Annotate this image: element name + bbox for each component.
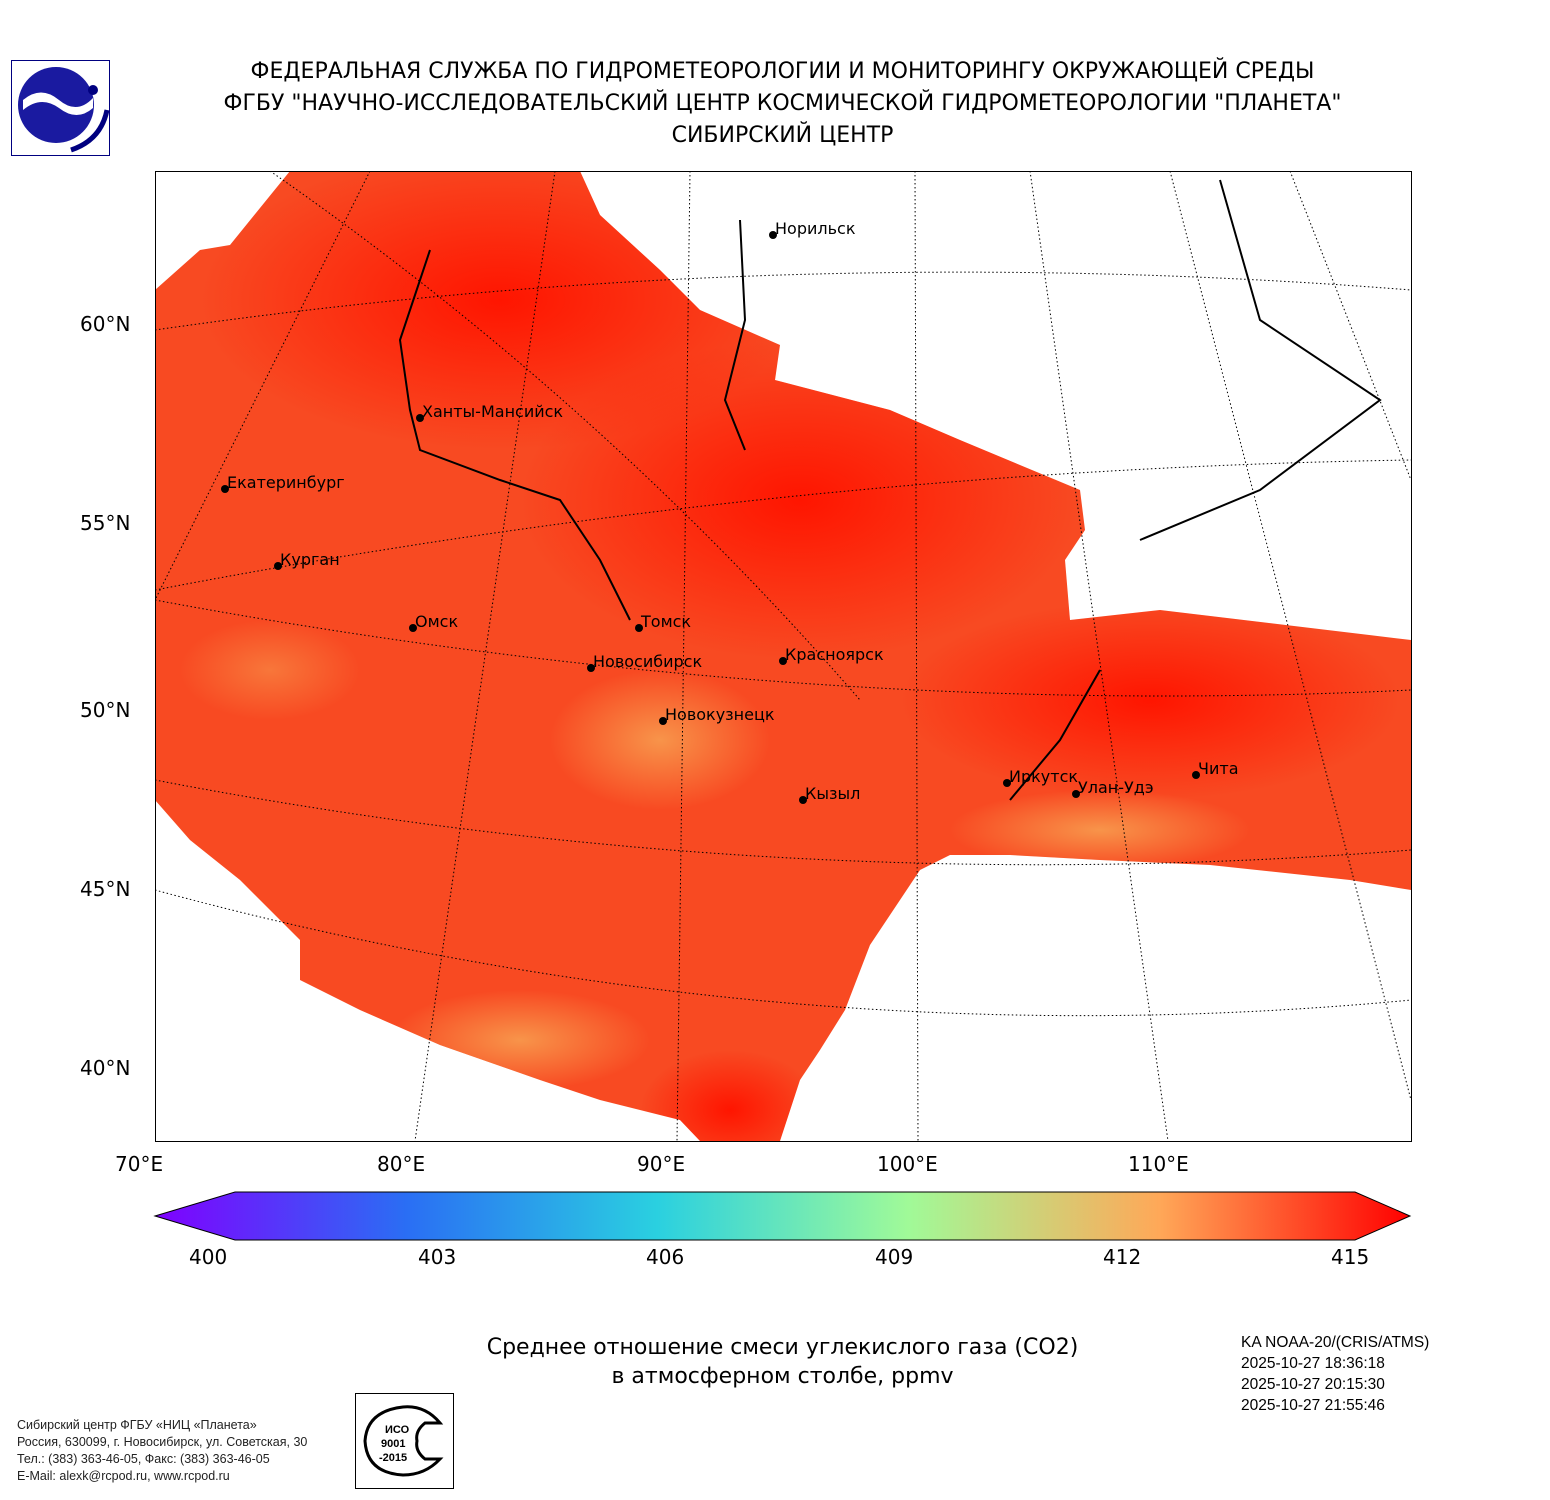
header-line-3: СИБИРСКИЙ ЦЕНТР (671, 123, 894, 148)
header-line-2: ФГБУ "НАУЧНО-ИССЛЕДОВАТЕЛЬСКИЙ ЦЕНТР КОС… (223, 91, 1342, 116)
city-label: Новокузнецк (665, 705, 775, 724)
pass-time: 2025-10-27 20:15:30 (1241, 1376, 1385, 1393)
city-marker (779, 657, 787, 665)
longitude-label: 90°E (637, 1152, 686, 1176)
pass-time: 2025-10-27 18:36:18 (1241, 1355, 1385, 1372)
city-marker (659, 717, 667, 725)
city-label: Чита (1198, 759, 1239, 778)
colorbar-tick-label: 409 (875, 1245, 914, 1269)
city-marker (799, 796, 807, 804)
graticule (155, 171, 1412, 1142)
city-label: Красноярск (785, 645, 884, 664)
city-label: Ханты-Мансийск (422, 402, 563, 421)
footer-line: Россия, 630099, г. Новосибирск, ул. Сове… (17, 1435, 308, 1449)
colorbar-tick-label: 400 (189, 1245, 228, 1269)
rivers-coastlines (398, 179, 1382, 801)
city-marker (274, 562, 282, 570)
longitude-label: 80°E (377, 1152, 426, 1176)
longitude-label: 70°E (115, 1152, 164, 1176)
planeta-logo (11, 60, 110, 156)
svg-text:9001: 9001 (381, 1438, 405, 1450)
satellite-name: KA NOAA-20/(CRIS/ATMS) (1241, 1334, 1430, 1351)
longitude-label: 100°E (877, 1152, 938, 1176)
colorbar-tick-label: 412 (1103, 1245, 1142, 1269)
city-marker (769, 231, 777, 239)
co2-map: Норильск Ханты-Мансийск Екатеринбург Курган… (155, 171, 1412, 1142)
pass-time: 2025-10-27 21:55:46 (1241, 1397, 1385, 1414)
city-marker (1003, 779, 1011, 787)
map-title: Среднее отношение смеси углекислого газа… (400, 1333, 1165, 1391)
colorbar-tick-label: 403 (418, 1245, 457, 1269)
city-marker (221, 485, 229, 493)
footer-line: Сибирский центр ФГБУ «НИЦ «Планета» (17, 1418, 257, 1432)
city-label: Екатеринбург (227, 473, 345, 492)
title-line-1: Среднее отношение смеси углекислого газа… (486, 1335, 1079, 1360)
city-marker (635, 624, 643, 632)
latitude-label: 60°N (80, 312, 131, 336)
header-line-1: ФЕДЕРАЛЬНАЯ СЛУЖБА ПО ГИДРОМЕТЕОРОЛОГИИ … (250, 59, 1315, 84)
latitude-label: 40°N (80, 1056, 131, 1080)
city-label: Иркутск (1009, 767, 1078, 786)
footer-line: Тел.: (383) 363-46-05, Факс: (383) 363-4… (17, 1452, 270, 1466)
contact-info: Сибирский центр ФГБУ «НИЦ «Планета» Росс… (17, 1417, 307, 1485)
svg-text:-2015: -2015 (379, 1452, 407, 1464)
city-label: Кызыл (805, 784, 860, 803)
latitude-label: 45°N (80, 877, 131, 901)
city-label: Курган (280, 550, 340, 569)
city-markers: Норильск Ханты-Мансийск Екатеринбург Курган… (221, 219, 1239, 804)
title-line-2: в атмосферном столбе, ppmv (611, 1364, 954, 1389)
colorbar-tick-label: 406 (646, 1245, 685, 1269)
city-marker (587, 664, 595, 672)
latitude-label: 55°N (80, 511, 131, 535)
iso-stamp-logo: ИСО 9001 -2015 (355, 1393, 454, 1489)
longitude-label: 110°E (1128, 1152, 1189, 1176)
footer-line: E-Mail: alexk@rcpod.ru, www.rcpod.ru (17, 1469, 230, 1483)
city-label: Новосибирск (593, 652, 702, 671)
satellite-info: KA NOAA-20/(CRIS/ATMS) 2025-10-27 18:36:… (1241, 1332, 1429, 1416)
co2-field (155, 171, 1411, 1141)
city-marker (1192, 771, 1200, 779)
city-marker (1072, 790, 1080, 798)
city-label: Омск (415, 612, 458, 631)
latitude-label: 50°N (80, 698, 131, 722)
city-label: Улан-Удэ (1078, 778, 1154, 797)
svg-text:ИСО: ИСО (385, 1424, 410, 1436)
colorbar (153, 1191, 1412, 1241)
city-marker (409, 624, 417, 632)
city-label: Норильск (775, 219, 856, 238)
city-label: Томск (640, 612, 691, 631)
colorbar-tick-label: 415 (1331, 1245, 1370, 1269)
city-marker (416, 414, 424, 422)
